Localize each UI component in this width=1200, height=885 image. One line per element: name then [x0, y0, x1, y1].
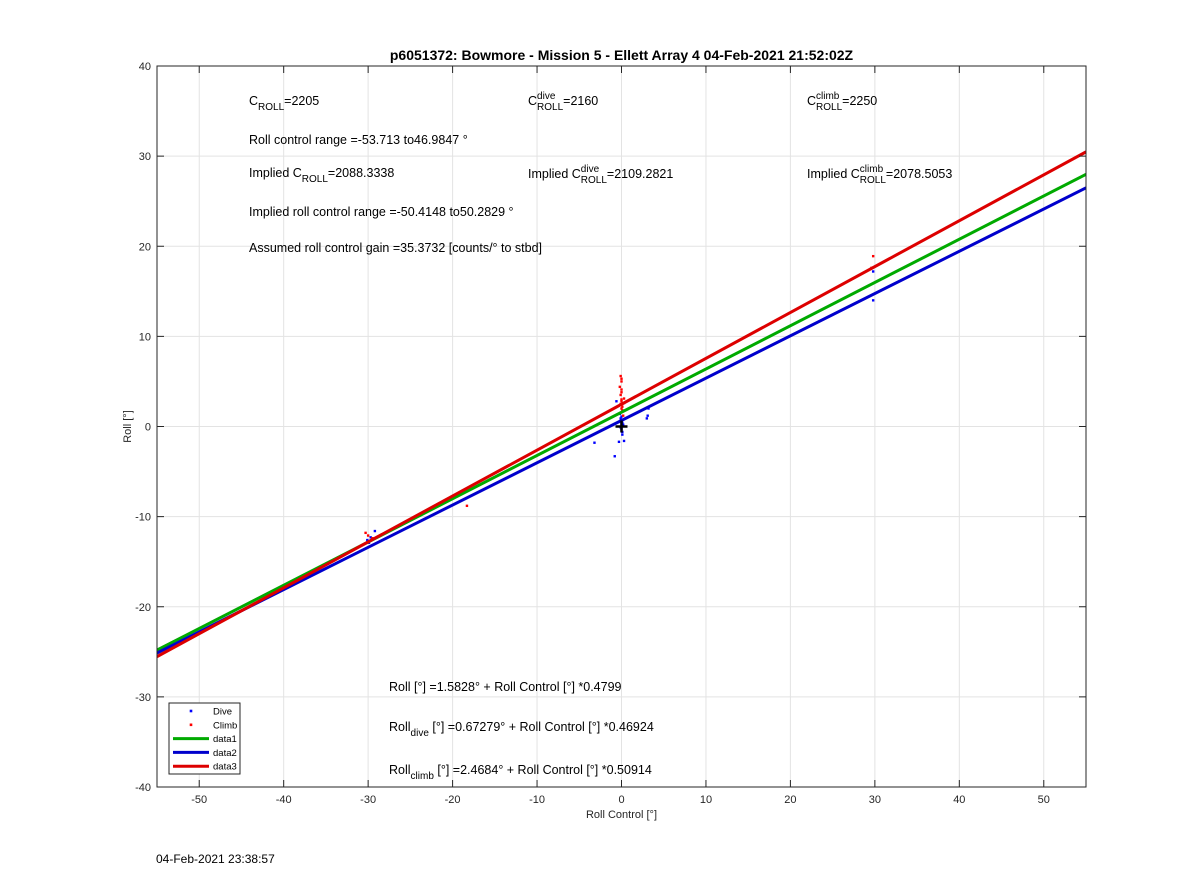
- x-tick-label: 0: [618, 794, 624, 806]
- annotation-implied-roll-control-range: Implied roll control range =-50.4148 to5…: [249, 205, 514, 219]
- x-tick-label: -40: [276, 794, 292, 806]
- x-tick-label: 20: [784, 794, 796, 806]
- legend: Dive Climb data1 data2 data3: [168, 702, 241, 775]
- climb-point: [871, 254, 875, 258]
- climb-point: [366, 534, 370, 537]
- y-tick-label: -40: [135, 782, 151, 794]
- y-tick-label: 0: [145, 422, 151, 434]
- dive-point: [617, 440, 621, 444]
- climb-point: [620, 398, 623, 401]
- y-axis-label: Roll [°]: [122, 410, 134, 443]
- annotation-c-roll-dive: Cdive ROLL=2160: [528, 91, 598, 113]
- climb-point: [622, 397, 626, 400]
- dive-point: [619, 417, 622, 420]
- legend-marker-climb: [189, 723, 193, 727]
- dive-point: [621, 433, 624, 436]
- data2-line: [157, 186, 1086, 655]
- dive-point: [646, 414, 649, 417]
- data3-line: [157, 150, 1086, 658]
- climb-point: [620, 380, 623, 383]
- y-tick-label: 10: [139, 331, 151, 343]
- dive-point: [871, 299, 875, 302]
- legend-label: Climb: [213, 720, 237, 731]
- annotation-implied-c-roll: Implied CROLL=2088.3338: [249, 166, 394, 185]
- annotation-fit-dive: Rolldive [°] =0.67279° + Roll Control [°…: [389, 720, 654, 739]
- dive-point: [622, 439, 626, 443]
- dive-point: [621, 423, 625, 426]
- climb-point: [364, 531, 367, 535]
- print-timestamp: 04-Feb-2021 23:38:57: [156, 852, 275, 866]
- climb-point: [618, 385, 622, 389]
- climb-point: [619, 374, 622, 378]
- x-tick-label: -20: [445, 794, 461, 806]
- y-tick-label: 30: [139, 151, 151, 163]
- dive-point: [613, 455, 616, 458]
- climb-point: [619, 393, 622, 397]
- climb-point: [620, 400, 623, 403]
- legend-label: data2: [213, 748, 237, 759]
- dive-point: [645, 417, 649, 420]
- annotation-assumed-gain: Assumed roll control gain =35.3732 [coun…: [249, 241, 542, 255]
- legend-label: data1: [213, 734, 237, 745]
- y-tick-label: -20: [135, 602, 151, 614]
- dive-point: [871, 270, 875, 273]
- x-tick-label: -30: [360, 794, 376, 806]
- annotation-implied-c-roll-dive: Implied Cdive ROLL=2109.2821: [528, 164, 673, 186]
- y-tick-label: 20: [139, 241, 151, 253]
- climb-point: [620, 407, 623, 410]
- climb-point: [621, 414, 625, 417]
- y-tick-label: -10: [135, 512, 151, 524]
- climb-point: [620, 388, 623, 391]
- x-tick-label: -50: [191, 794, 207, 806]
- x-tick-label: 30: [869, 794, 881, 806]
- dive-point: [615, 400, 618, 403]
- x-tick-label: -10: [529, 794, 545, 806]
- dive-point: [620, 415, 623, 418]
- dive-point: [373, 529, 377, 533]
- x-axis-label: Roll Control [°]: [586, 809, 657, 821]
- climb-point: [465, 504, 469, 508]
- dive-point: [593, 441, 596, 444]
- climb-point: [621, 405, 624, 408]
- x-tick-label: 50: [1038, 794, 1050, 806]
- annotation-fit-climb: Rollclimb [°] =2.4684° + Roll Control [°…: [389, 763, 652, 782]
- annotation-c-roll: CROLL=2205: [249, 94, 319, 113]
- dive-point: [366, 538, 369, 542]
- chart-title: p6051372: Bowmore - Mission 5 - Ellett A…: [390, 47, 854, 63]
- climb-point: [620, 391, 623, 394]
- dive-point: [369, 536, 372, 539]
- legend-label: Dive: [213, 707, 232, 718]
- legend-marker-dive: [189, 709, 193, 713]
- y-tick-label: 40: [139, 61, 151, 73]
- annotation-fit-all: Roll [°] =1.5828° + Roll Control [°] *0.…: [389, 680, 622, 694]
- annotation-c-roll-climb: Cclimb ROLL=2250: [807, 91, 877, 113]
- y-tick-label: -30: [135, 692, 151, 704]
- legend-label: data3: [213, 762, 237, 773]
- annotation-roll-control-range: Roll control range =-53.713 to46.9847 °: [249, 133, 468, 147]
- x-tick-label: 10: [700, 794, 712, 806]
- climb-point: [620, 377, 623, 380]
- data-layer: [157, 150, 1086, 658]
- x-tick-label: 40: [953, 794, 965, 806]
- annotation-implied-c-roll-climb: Implied Cclimb ROLL=2078.5053: [807, 164, 952, 186]
